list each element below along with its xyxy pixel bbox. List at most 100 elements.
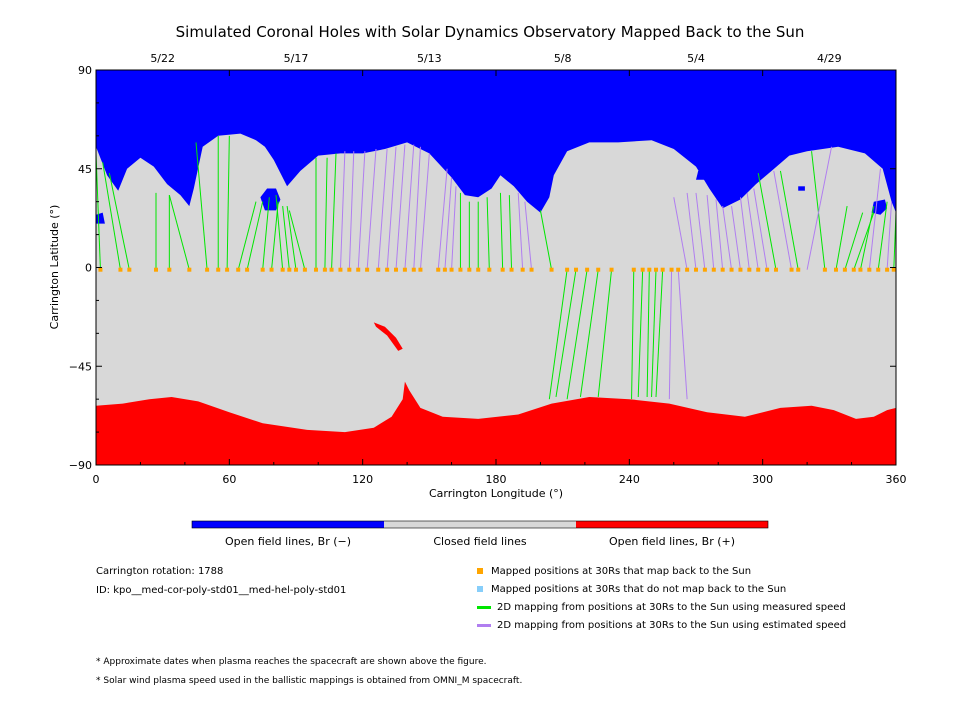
- legend-label: Mapped positions at 30Rs that do not map…: [491, 584, 787, 595]
- estimated-mapping-line: [419, 153, 430, 270]
- x-axis-label: Carrington Longitude (°): [429, 487, 563, 500]
- measured-mapping-line: [859, 205, 875, 270]
- measured-mapping-line: [579, 269, 599, 398]
- measured-mapping-line: [637, 269, 644, 397]
- mapped-point: [789, 267, 794, 272]
- colorbar-label: Closed field lines: [433, 535, 527, 548]
- colorbar-segment: [384, 521, 576, 528]
- estimated-mapping-line: [706, 195, 715, 270]
- mapped-point: [127, 267, 132, 272]
- estimated-mapping-line: [357, 151, 366, 270]
- mapped-point: [851, 267, 856, 272]
- mapped-points: [98, 267, 896, 272]
- colorbar-label: Open field lines, Br (−): [225, 535, 351, 548]
- estimated-mapping-line: [715, 199, 724, 270]
- y-tick-label: 90: [78, 64, 92, 77]
- estimated-mapping-line: [753, 188, 768, 270]
- colorbar-label: Open field lines, Br (+): [609, 535, 735, 548]
- mapped-point: [329, 267, 334, 272]
- mapped-point: [449, 267, 454, 272]
- x-tick-label: 300: [752, 473, 773, 486]
- mapped-point: [565, 267, 570, 272]
- measured-mapping-line: [555, 269, 577, 398]
- mapped-point: [694, 267, 698, 272]
- mapped-point: [685, 267, 690, 272]
- y-axis-label: Carrington Latitude (°): [48, 205, 61, 330]
- mapped-point: [867, 267, 872, 272]
- mapped-point: [365, 267, 370, 272]
- mapped-point: [287, 267, 292, 272]
- north-coronal-hole: [96, 70, 896, 213]
- x-tick-label: 60: [222, 473, 236, 486]
- x-axis-ticks: 0 60 120 180 240 300 360: [93, 70, 907, 486]
- x-tick-label: 120: [352, 473, 373, 486]
- mapped-point: [402, 267, 407, 272]
- estimated-mapping-line: [404, 144, 415, 270]
- mapped-point: [436, 267, 441, 272]
- measured-mapping-line: [288, 210, 306, 270]
- measured-mapping-line: [651, 269, 657, 397]
- legend-item: Mapped positions at 30Rs that do not map…: [477, 584, 786, 595]
- mapped-point: [205, 267, 210, 272]
- mapped-point: [118, 267, 123, 272]
- measured-mapping-line: [195, 142, 208, 270]
- estimated-mapping-line: [677, 269, 688, 400]
- estimated-mapping-line: [673, 197, 688, 270]
- mapped-point: [394, 267, 398, 272]
- mapped-point: [154, 267, 158, 272]
- mapped-point: [876, 267, 881, 272]
- measured-mapping-line: [566, 269, 588, 400]
- mapped-point: [549, 267, 554, 272]
- measured-mapping-line: [844, 212, 864, 270]
- estimated-mapping-line: [348, 151, 355, 270]
- measured-mapping-line: [282, 206, 290, 270]
- mapped-point: [596, 267, 601, 272]
- mapped-point: [729, 267, 734, 272]
- measured-mapping-line: [835, 205, 848, 270]
- legend-square-swatch: [477, 586, 483, 592]
- estimated-mapping-line: [731, 205, 741, 270]
- estimated-mapping-line: [686, 192, 697, 270]
- x-tick-label: 240: [619, 473, 640, 486]
- mapped-point: [631, 267, 636, 272]
- estimated-mapping-line: [524, 201, 533, 270]
- mapped-point: [467, 267, 472, 272]
- mapped-point: [738, 267, 743, 272]
- mapped-point: [660, 267, 665, 272]
- y-tick-label: 45: [78, 163, 92, 176]
- date-label: 5/8: [554, 52, 572, 65]
- date-label: 5/17: [284, 52, 309, 65]
- chart-title: Simulated Coronal Holes with Solar Dynam…: [176, 23, 805, 41]
- blue-island-3: [798, 186, 805, 191]
- estimated-mapping-line: [739, 197, 750, 270]
- measured-mapping-line: [262, 197, 270, 270]
- estimated-mapping-line: [773, 170, 793, 270]
- mapped-point: [236, 267, 241, 272]
- measured-mapping-line: [324, 157, 328, 270]
- south-coronal-hole: [96, 381, 896, 465]
- measured-mapping-line: [226, 135, 230, 270]
- mapped-point: [702, 267, 707, 272]
- mapped-point: [885, 267, 890, 272]
- mapped-point: [756, 267, 761, 272]
- mapped-point: [487, 267, 492, 272]
- legend-label: Mapped positions at 30Rs that map back t…: [491, 566, 752, 577]
- mapped-point: [822, 267, 827, 272]
- colorbar: Open field lines, Br (−) Closed field lin…: [191, 520, 769, 548]
- mapped-point: [476, 267, 481, 272]
- mapped-point: [585, 267, 590, 272]
- measured-mapping-line: [486, 197, 490, 270]
- mapped-point: [834, 267, 838, 272]
- mapped-point: [891, 267, 896, 272]
- mapped-point: [280, 267, 285, 272]
- measured-mapping-line: [811, 151, 826, 270]
- estimated-speed-mappings: [339, 144, 893, 400]
- mapped-point: [187, 267, 192, 272]
- mapped-point: [294, 267, 298, 272]
- measured-mapping-line: [646, 269, 650, 397]
- mapped-point: [356, 267, 361, 272]
- measured-mapping-line: [539, 210, 553, 270]
- mapped-point: [676, 267, 681, 272]
- estimated-mapping-line: [413, 146, 421, 270]
- legend-label: 2D mapping from positions at 30Rs to the…: [497, 620, 847, 631]
